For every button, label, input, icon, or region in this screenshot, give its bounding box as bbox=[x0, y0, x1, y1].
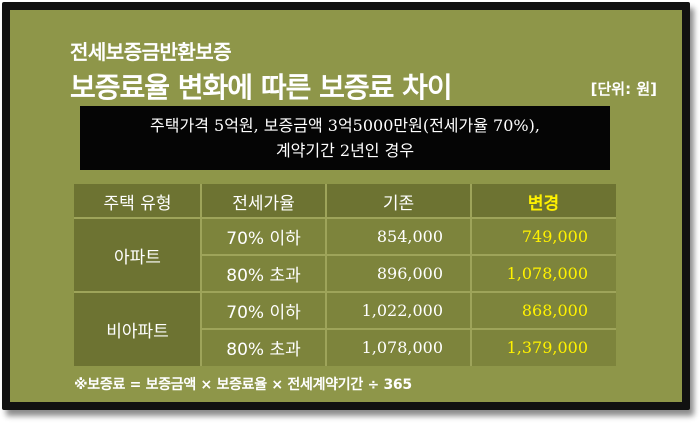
subtitle: 전세보증금반환보증 bbox=[70, 40, 232, 64]
unit-label: [단위: 원] bbox=[590, 80, 657, 98]
image-frame: 전세보증금반환보증 보증료율 변화에 따른 보증료 차이 [단위: 원] 주택가… bbox=[2, 2, 690, 410]
table-divider bbox=[470, 184, 472, 366]
housing-type-non-apartment: 비아파트 bbox=[74, 292, 201, 366]
ratio-cell: 80% 초과 bbox=[201, 329, 326, 366]
banner-line-2: 계약기간 2년인 경우 bbox=[275, 141, 415, 160]
before-value: 896,000 bbox=[326, 255, 471, 292]
header-after: 변경 bbox=[471, 184, 616, 218]
header-before: 기존 bbox=[326, 184, 471, 218]
ratio-cell: 80% 초과 bbox=[201, 255, 326, 292]
premium-table: 주택 유형 전세가율 기존 변경 아파트 70% 이하 854,000 749,… bbox=[74, 184, 616, 366]
infographic-card: 전세보증금반환보증 보증료율 변화에 따른 보증료 차이 [단위: 원] 주택가… bbox=[10, 10, 682, 402]
header-housing-type: 주택 유형 bbox=[74, 184, 201, 218]
table-divider bbox=[201, 328, 616, 330]
before-value: 854,000 bbox=[326, 218, 471, 255]
before-value: 1,078,000 bbox=[326, 329, 471, 366]
condition-banner: 주택가격 5억원, 보증금액 3억5000만원(전세가율 70%), 계약기간 … bbox=[80, 106, 610, 170]
table-divider bbox=[200, 184, 202, 366]
banner-line-1: 주택가격 5억원, 보증금액 3억5000만원(전세가율 70%), bbox=[150, 116, 540, 135]
table-divider bbox=[74, 217, 616, 219]
header-ratio: 전세가율 bbox=[201, 184, 326, 218]
ratio-cell: 70% 이하 bbox=[201, 292, 326, 329]
before-value: 1,022,000 bbox=[326, 292, 471, 329]
after-value: 749,000 bbox=[471, 218, 616, 255]
ratio-cell: 70% 이하 bbox=[201, 218, 326, 255]
table-divider bbox=[325, 184, 327, 366]
page-title: 보증료율 변화에 따른 보증료 차이 bbox=[70, 71, 453, 104]
after-value: 1,078,000 bbox=[471, 255, 616, 292]
housing-type-apartment: 아파트 bbox=[74, 218, 201, 292]
table-divider bbox=[201, 254, 616, 256]
after-value: 1,379,000 bbox=[471, 329, 616, 366]
after-value: 868,000 bbox=[471, 292, 616, 329]
table-divider bbox=[74, 291, 616, 293]
formula-footnote: ※보증료 = 보증금액 × 보증료율 × 전세계약기간 ÷ 365 bbox=[74, 377, 412, 393]
